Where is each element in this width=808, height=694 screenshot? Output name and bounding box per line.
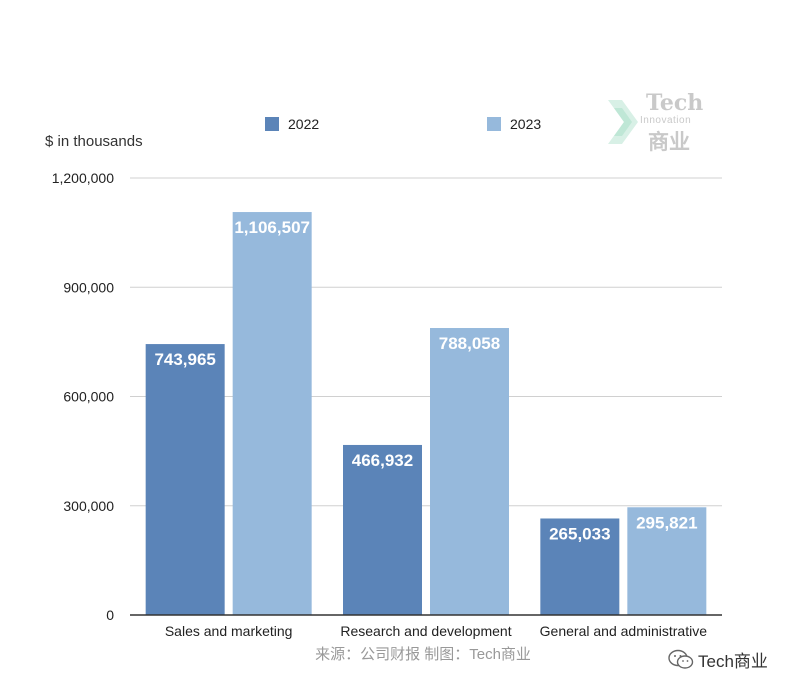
gridlines xyxy=(130,177,722,507)
source-note: 来源：公司财报 制图：Tech商业 xyxy=(315,646,531,663)
bar-2022 xyxy=(540,518,620,615)
logo-text-cn: 商业 xyxy=(648,131,690,154)
y-tick-label: 300,000 xyxy=(63,498,114,514)
wechat-watermark: Tech商业 xyxy=(668,647,768,672)
bar-value-label: 295,821 xyxy=(636,513,697,532)
bar-value-label: 466,932 xyxy=(352,451,413,470)
bar-2023 xyxy=(627,507,707,615)
bars xyxy=(145,212,707,615)
category-labels: Sales and marketing Research and developm… xyxy=(165,623,707,639)
chevron-logo-icon xyxy=(608,100,638,144)
y-tick-label: 1,200,000 xyxy=(52,170,114,186)
legend-swatch-2022 xyxy=(265,117,279,131)
category-label: Sales and marketing xyxy=(165,623,293,639)
legend: 2022 2023 xyxy=(265,116,541,132)
bar-value-label: 1,106,507 xyxy=(234,218,310,237)
legend-label: 2023 xyxy=(510,116,541,132)
bar-2023 xyxy=(430,328,509,615)
bar-2022 xyxy=(145,344,225,615)
y-axis-ticks: 0 300,000 600,000 900,000 1,200,000 xyxy=(52,170,115,623)
bar-value-label: 788,058 xyxy=(439,334,500,353)
legend-label: 2022 xyxy=(288,116,319,132)
wechat-icon xyxy=(668,649,694,669)
category-label: General and administrative xyxy=(540,623,708,639)
watermark-text: Tech商业 xyxy=(698,652,768,671)
legend-swatch-2023 xyxy=(487,117,501,131)
y-tick-label: 900,000 xyxy=(63,279,114,295)
bar-value-label: 265,033 xyxy=(549,524,610,543)
value-labels: 743,965 1,106,507 466,932 788,058 265,033 295… xyxy=(154,218,697,543)
bar-2022 xyxy=(343,444,422,615)
tech-innovation-logo: Tech Innovation 商业 xyxy=(608,90,718,154)
logo-text-innovation: Innovation xyxy=(640,115,692,126)
logo-text-tech: Tech xyxy=(646,90,704,116)
y-tick-label: 600,000 xyxy=(63,389,114,405)
y-tick-label: 0 xyxy=(106,607,114,623)
category-label: Research and development xyxy=(340,623,511,639)
bar-value-label: 743,965 xyxy=(154,350,215,369)
y-axis-unit-label: $ in thousands xyxy=(45,133,143,150)
bar-2023 xyxy=(232,212,312,615)
